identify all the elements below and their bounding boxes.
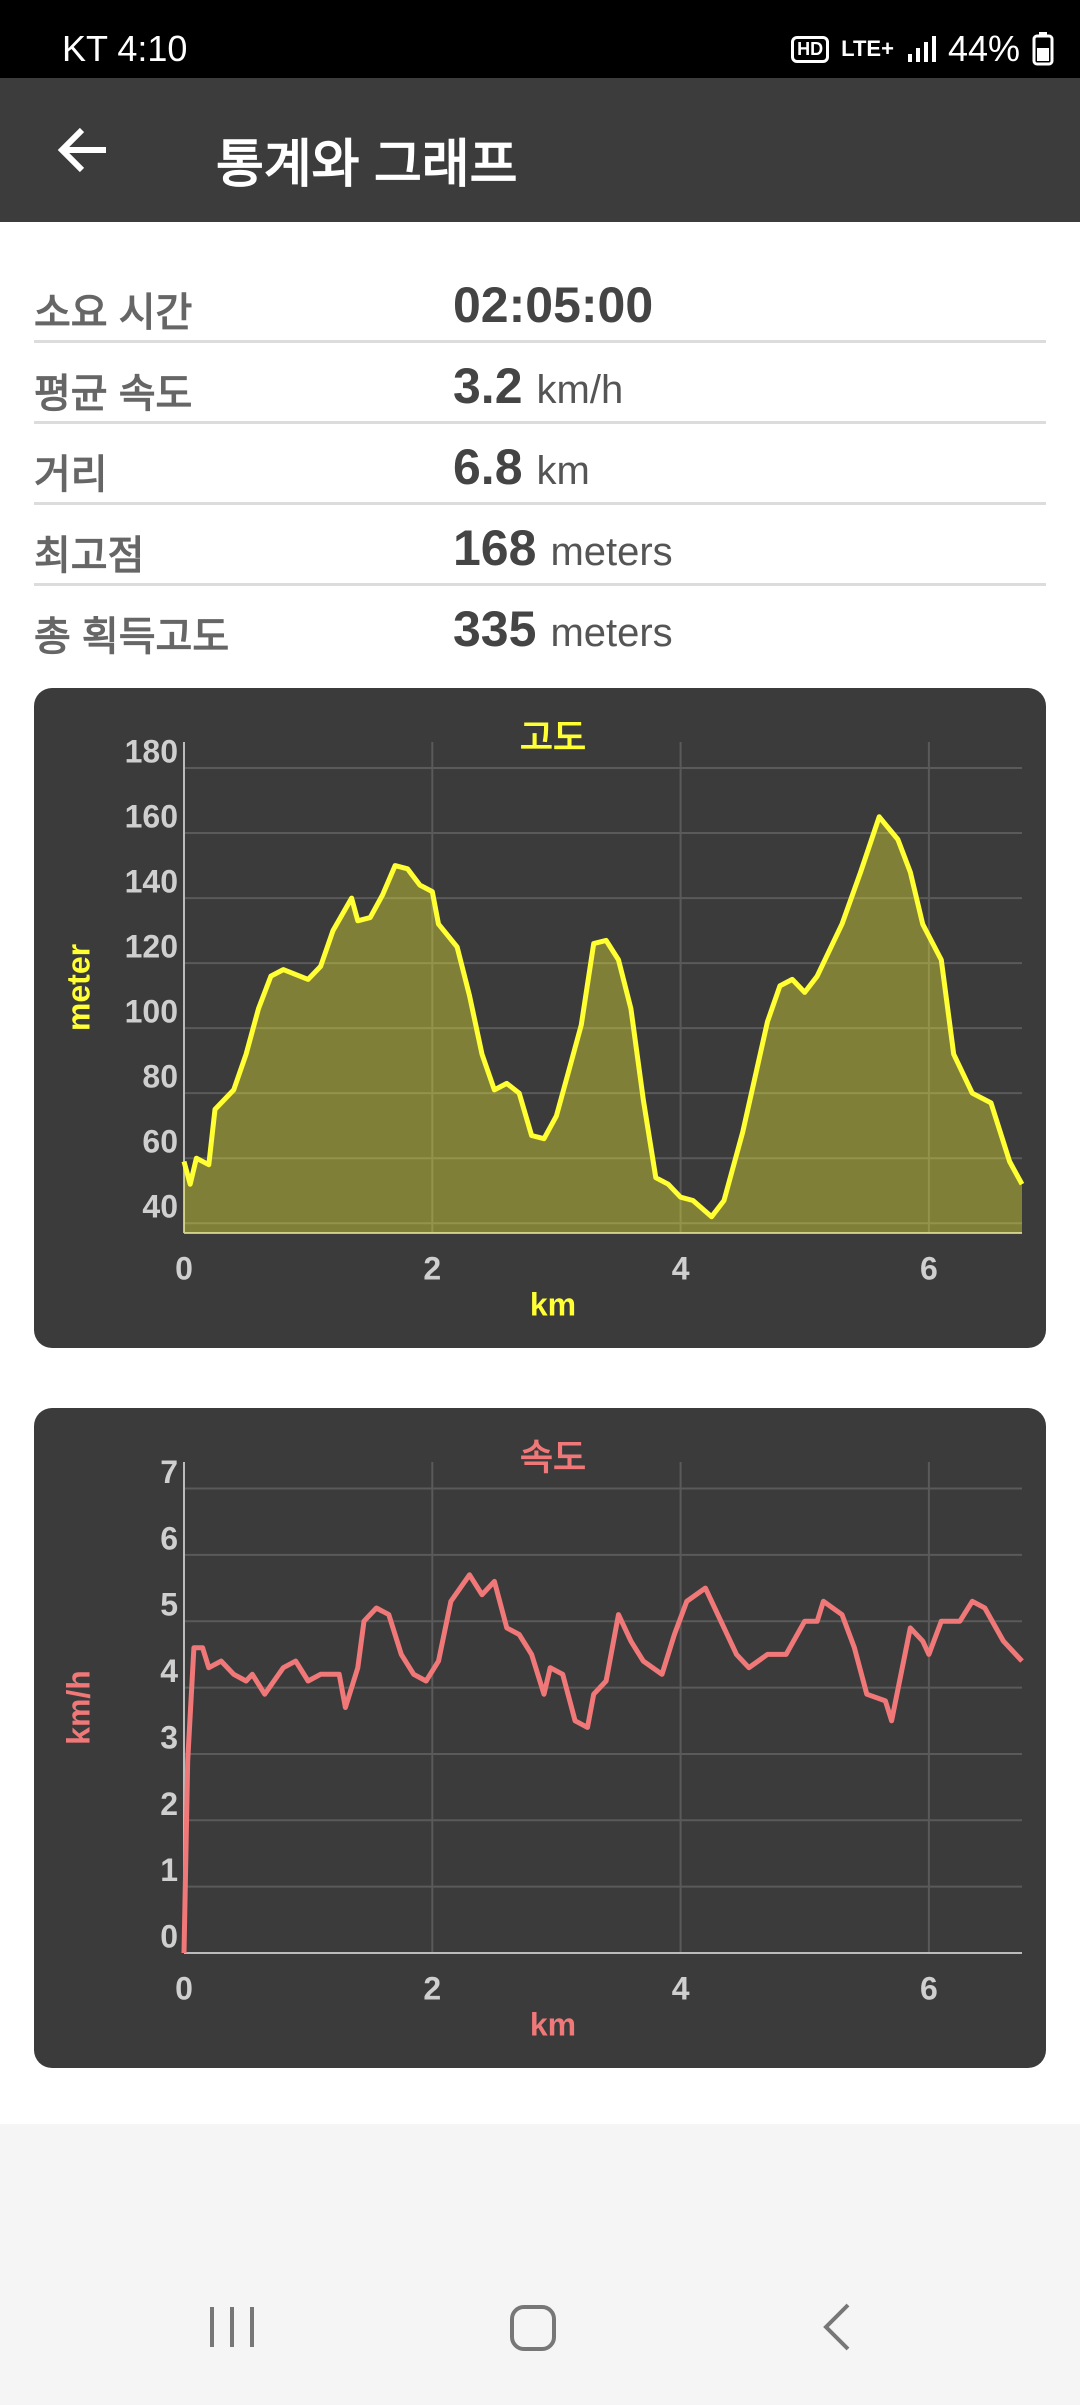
x-tick-label: 2: [423, 1970, 441, 2006]
x-tick-label: 0: [175, 1250, 193, 1286]
stat-row: 총 획득고도 335 meters: [34, 584, 1046, 664]
stat-label: 총 획득고도: [34, 615, 230, 659]
y-tick-label: 6: [160, 1520, 178, 1556]
status-icons: HD LTE+ 44%: [791, 28, 1054, 70]
stat-value: 02:05:00: [453, 276, 653, 334]
y-tick-label: 40: [142, 1189, 178, 1225]
y-tick-label: 0: [160, 1918, 178, 1954]
stat-number: 335: [453, 601, 537, 657]
stat-value: 168 meters: [453, 519, 673, 577]
y-axis-label: meter: [60, 944, 96, 1031]
stat-number: 168: [453, 520, 537, 576]
y-tick-label: 7: [160, 1454, 178, 1490]
y-tick-label: 160: [125, 798, 178, 834]
status-bar: KT 4:10 HD LTE+ 44%: [0, 0, 1080, 78]
chart-card: 40 60 80 100 120 140 160 180 0 2 4 6 고도 km meter: [34, 688, 1046, 1348]
y-tick-label: 4: [160, 1653, 178, 1689]
chart-title: 고도: [520, 717, 586, 758]
chart-title: 속도: [520, 1437, 586, 1478]
stat-number: 02:05:00: [453, 277, 654, 333]
x-tick-label: 2: [423, 1250, 441, 1286]
x-axis-label: km: [530, 2006, 576, 2042]
stat-value: 6.8 km: [453, 438, 590, 496]
y-tick-label: 3: [160, 1719, 178, 1755]
stat-label: 최고점: [34, 534, 145, 578]
stat-row: 평균 속도 3.2 km/h: [34, 341, 1046, 424]
hd-icon: HD: [791, 35, 830, 63]
stat-row: 거리 6.8 km: [34, 422, 1046, 505]
battery-text: 44%: [947, 28, 1020, 69]
x-tick-label: 6: [920, 1250, 938, 1286]
y-tick-label: 140: [125, 864, 178, 900]
back-button[interactable]: [54, 120, 114, 180]
stat-unit: meters: [550, 530, 673, 574]
x-tick-label: 4: [672, 1250, 690, 1286]
stat-unit: km/h: [536, 368, 624, 412]
y-tick-label: 1: [160, 1852, 178, 1888]
app-bar: 통계와 그래프: [0, 78, 1080, 222]
stat-label: 소요 시간: [34, 291, 193, 335]
line: [181, 814, 1025, 1220]
y-axis-label: km/h: [60, 1670, 96, 1745]
chart: 40 60 80 100 120 140 160 180 0 2 4 6 고도 km meter: [60, 717, 1025, 1322]
y-tick-label: 80: [142, 1059, 178, 1095]
y-tick-label: 180: [125, 733, 178, 769]
y-tick-label: 120: [125, 929, 178, 965]
x-tick-label: 6: [920, 1970, 938, 2006]
stat-row: 소요 시간 02:05:00: [34, 260, 1046, 343]
back-nav-button[interactable]: [823, 2303, 850, 2351]
y-tick-label: 5: [160, 1587, 178, 1623]
home-button[interactable]: [510, 2305, 556, 2351]
stat-number: 3.2: [453, 358, 523, 414]
stat-unit: meters: [550, 611, 673, 655]
x-axis-label: km: [530, 1286, 576, 1322]
page-title: 통계와 그래프: [216, 136, 518, 194]
stat-row: 최고점 168 meters: [34, 503, 1046, 586]
area: [184, 816, 1022, 1233]
stat-label: 평균 속도: [34, 372, 193, 416]
battery-icon: [1032, 32, 1054, 66]
chart: 0 1 2 3 4 5 6 7 0 2 4 6 속도 km km/h: [60, 1437, 1024, 2042]
stat-number: 6.8: [453, 439, 523, 495]
y-tick-label: 60: [142, 1124, 178, 1160]
y-tick-label: 2: [160, 1786, 178, 1822]
x-tick-label: 4: [672, 1970, 690, 2006]
stat-label: 거리: [34, 453, 108, 497]
stat-value: 335 meters: [453, 600, 673, 658]
stat-unit: km: [536, 449, 590, 493]
network: LTE+: [841, 36, 894, 61]
recents-button[interactable]: [210, 2307, 254, 2347]
x-tick-label: 0: [175, 1970, 193, 2006]
nav-buttons: [210, 2303, 850, 2351]
line: [181, 1572, 1024, 1954]
carrier-time: KT 4:10: [62, 28, 188, 69]
y-tick-label: 100: [125, 994, 178, 1030]
signal-icon: [907, 36, 936, 62]
nav-bar: [0, 2255, 1080, 2400]
stat-value: 3.2 km/h: [453, 357, 623, 415]
chart-card: 0 1 2 3 4 5 6 7 0 2 4 6 속도 km km/h: [34, 1408, 1046, 2068]
